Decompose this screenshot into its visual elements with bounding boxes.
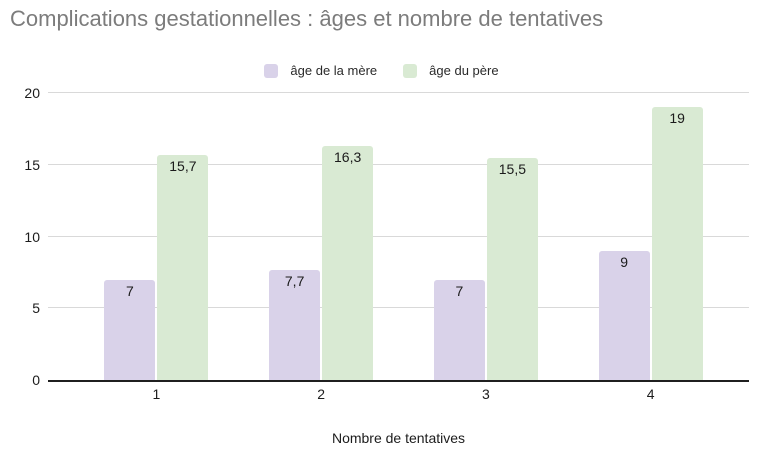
y-axis-tick-label: 10 [24,228,40,245]
x-axis-category-label: 4 [646,386,655,402]
bar-group-4: 9 19 [568,93,733,380]
x-axis-category-label: 2 [317,386,326,402]
gridline [48,92,749,93]
bar-series2-cat4[interactable]: 19 [651,107,703,380]
gridline [48,235,749,237]
y-axis-tick-label: 15 [24,156,40,173]
x-axis-category-label: 1 [152,386,161,402]
legend-swatch-age-pere-icon [403,63,418,78]
bar-series1-cat4[interactable]: 9 [598,250,650,380]
x-axis-category-label: 3 [481,386,490,402]
x-axis-labels: 1 2 3 4 [48,386,749,406]
chart-title: Complications gestationnelles : âges et … [10,6,604,31]
legend-item-age-mere[interactable]: âge de la mère [264,63,377,78]
bar-series1-cat2[interactable]: 7,7 [269,269,321,380]
legend-swatch-age-mere-icon [264,63,279,78]
plot-area: 7 15,7 7,7 16,3 7 15,5 9 19 [48,92,749,382]
legend-label-age-pere: âge du père [429,63,499,78]
bar-group-3: 7 15,5 [404,93,569,380]
bar-group-1: 7 15,7 [74,93,239,380]
bar-value-label: 9 [620,253,629,270]
bar-series1-cat3[interactable]: 7 [433,279,485,380]
bar-series2-cat3[interactable]: 15,5 [486,157,538,380]
bar-series2-cat1[interactable]: 15,7 [157,154,209,380]
legend-item-age-pere[interactable]: âge du père [403,63,499,78]
gridline [48,163,749,165]
gridline [48,307,749,309]
legend-label-age-mere: âge de la mère [290,63,378,78]
y-axis-tick-label: 20 [24,85,40,101]
bar-value-label: 7,7 [284,272,305,289]
bar-group-2: 7,7 16,3 [239,93,404,380]
bar-value-label: 16,3 [334,149,362,166]
bar-series2-cat2[interactable]: 16,3 [322,146,374,380]
legend: âge de la mère âge du père [0,63,763,78]
bar-value-label: 7 [455,282,464,299]
bar-groups: 7 15,7 7,7 16,3 7 15,5 9 19 [48,93,749,380]
x-axis-title: Nombre de tentatives [331,430,466,446]
y-axis-tick-label: 5 [32,300,40,317]
bar-value-label: 7 [125,282,134,299]
y-axis-tick-label: 0 [32,372,40,388]
bar-series1-cat1[interactable]: 7 [104,279,156,380]
bar-value-label: 19 [669,110,685,127]
bar-value-label: 15,5 [498,160,526,177]
bar-value-label: 15,7 [169,157,197,174]
